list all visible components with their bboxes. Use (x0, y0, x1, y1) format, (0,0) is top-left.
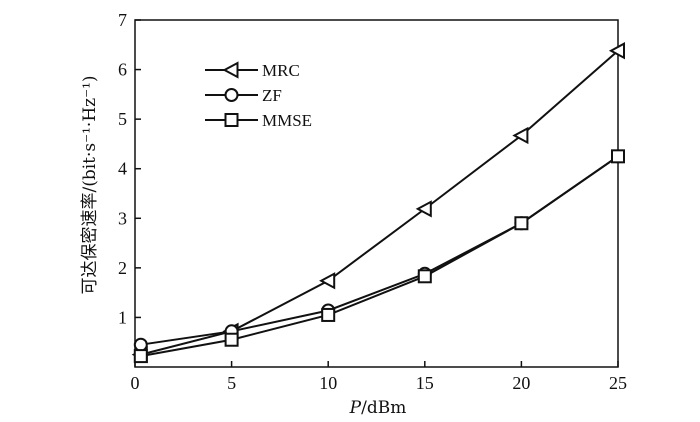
y-tick-label: 1 (118, 307, 127, 327)
y-tick-label: 7 (118, 10, 127, 30)
legend-item-mmse: MMSE (205, 111, 312, 130)
series-line-zf (140, 155, 619, 346)
legend: MRC ZF MMSE (205, 61, 312, 130)
legend-label-mmse: MMSE (262, 111, 312, 130)
data-point-mrc (415, 200, 432, 218)
data-point-mmse (417, 269, 432, 284)
data-point-mrc (608, 42, 625, 60)
data-point-mmse (514, 216, 529, 231)
legend-marker-zf (224, 88, 239, 102)
series-line-mrc (140, 49, 619, 356)
data-point-mmse (224, 332, 239, 347)
data-point-mmse (133, 349, 148, 364)
data-point-mmse (321, 307, 336, 322)
x-tick-label: 10 (319, 373, 337, 393)
series-layer (131, 42, 625, 364)
y-tick-label: 6 (118, 60, 127, 80)
legend-label-zf: ZF (262, 86, 282, 105)
series-line-mmse (140, 155, 619, 358)
x-axis-unit: /dBm (361, 398, 406, 418)
y-tick-label: 3 (118, 208, 127, 228)
legend-marker-mrc (222, 61, 239, 79)
legend-item-mrc: MRC (205, 61, 300, 80)
y-tick-label: 2 (118, 258, 127, 278)
y-tick-label: 4 (118, 159, 127, 179)
x-axis-var: P (349, 398, 362, 418)
y-tick-label: 5 (118, 109, 127, 129)
plot-frame (134, 19, 619, 368)
legend-label-mrc: MRC (262, 61, 300, 80)
x-tick-label: 5 (227, 373, 236, 393)
x-axis: 0 5 10 15 20 25 (131, 361, 627, 393)
data-point-mrc (319, 272, 336, 290)
series-zf (133, 149, 625, 352)
y-axis: 1 2 3 4 5 6 7 (118, 10, 141, 327)
x-tick-label: 20 (512, 373, 530, 393)
x-tick-label: 15 (416, 373, 434, 393)
data-point-zf (133, 337, 148, 352)
y-axis-title: 可达保密速率/(bit·s⁻¹·Hz⁻¹) (80, 75, 100, 294)
x-axis-title: P/dBm (349, 398, 407, 418)
data-point-mmse (611, 149, 625, 164)
legend-item-zf: ZF (205, 86, 282, 105)
data-point-mrc (512, 126, 529, 145)
x-tick-label: 25 (609, 373, 627, 393)
legend-marker-mmse (224, 113, 239, 127)
plot-border (134, 19, 619, 368)
x-tick-label: 0 (131, 373, 140, 393)
series-mmse (133, 149, 625, 364)
